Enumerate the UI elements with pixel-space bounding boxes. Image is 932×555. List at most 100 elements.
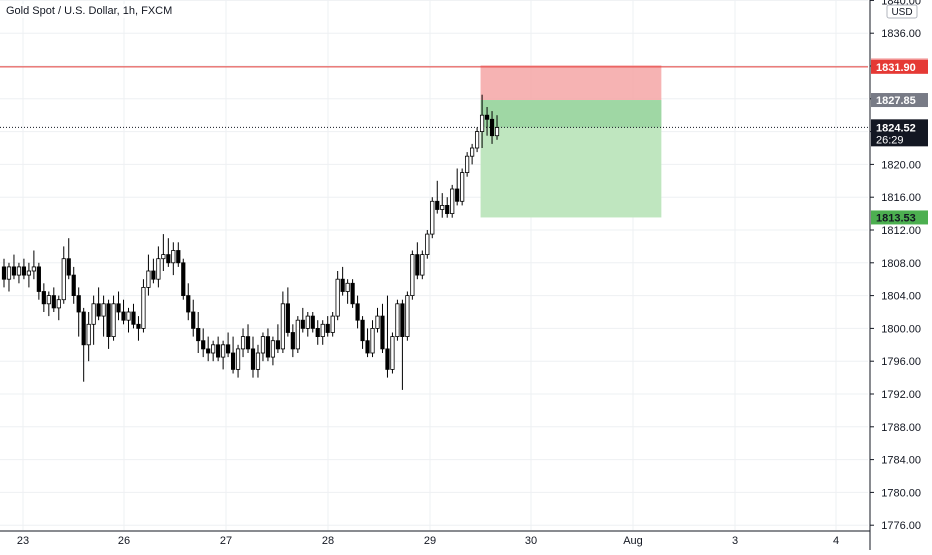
- x-tick-label: 30: [525, 535, 537, 547]
- candle-down: [206, 348, 211, 354]
- candle-up: [420, 254, 425, 276]
- candle-down: [380, 315, 385, 350]
- candle-down: [360, 319, 365, 342]
- target-price-label-bg: [871, 210, 928, 225]
- candle-up: [61, 258, 66, 301]
- candle-down: [285, 303, 290, 333]
- candle-down: [385, 348, 390, 370]
- candle-up: [255, 352, 261, 370]
- candle-down: [245, 336, 251, 350]
- candle-up: [211, 344, 216, 354]
- candle-up: [375, 315, 380, 329]
- candle-up: [111, 303, 116, 337]
- y-tick-label: 1836.00: [881, 28, 921, 40]
- candle-down: [21, 266, 27, 276]
- x-tick-label: 26: [118, 535, 130, 547]
- y-tick-label: 1804.00: [881, 291, 921, 303]
- candle-up: [430, 200, 435, 235]
- candle-up: [345, 282, 350, 292]
- candle-down: [96, 303, 101, 317]
- candle-up: [470, 147, 475, 157]
- y-tick-label: 1788.00: [881, 422, 921, 434]
- x-tick-label: 28: [322, 535, 334, 547]
- stop-price-label: 1831.90: [876, 62, 916, 74]
- currency-label: USD: [891, 7, 912, 18]
- candle-up: [370, 327, 375, 354]
- candle-up: [6, 266, 12, 280]
- candle-up: [221, 344, 226, 358]
- candle-down: [230, 352, 236, 370]
- candle-up: [235, 348, 241, 370]
- y-tick-label: 1820.00: [881, 159, 921, 171]
- candle-up: [390, 336, 395, 370]
- candle-down: [36, 266, 41, 292]
- y-tick-label: 1840.00: [881, 0, 921, 7]
- candle-down: [41, 291, 46, 305]
- target-price-label: 1813.53: [876, 212, 916, 224]
- candle-up: [479, 114, 485, 132]
- candle-down: [484, 114, 490, 120]
- candle-up: [460, 172, 465, 202]
- stop-loss-zone: [480, 65, 662, 101]
- candle-up: [86, 323, 91, 346]
- candle-up: [320, 323, 325, 337]
- candle-down: [225, 344, 231, 354]
- y-tick-label: 1792.00: [881, 389, 921, 401]
- current-price-bg: [871, 119, 928, 147]
- candle-up: [46, 295, 51, 305]
- y-tick-label: 1776.00: [881, 520, 921, 532]
- y-tick-label: 1816.00: [881, 192, 921, 204]
- candle-up: [465, 155, 470, 173]
- candle-down: [365, 340, 370, 354]
- open-profit-zone: [480, 100, 662, 128]
- candle-down: [151, 270, 156, 280]
- candle-up: [161, 254, 166, 260]
- candle-down: [300, 319, 305, 329]
- candle-up: [494, 127, 500, 137]
- candle-down: [131, 311, 136, 325]
- candle-up: [450, 188, 455, 215]
- x-tick-label: 4: [833, 535, 839, 547]
- candle-down: [71, 274, 76, 297]
- y-tick-label: 1800.00: [881, 323, 921, 335]
- x-tick-label: 27: [220, 535, 232, 547]
- candle-down: [315, 327, 320, 337]
- candle-down: [489, 118, 495, 137]
- candle-up: [410, 254, 415, 297]
- candle-down: [1, 266, 7, 280]
- candle-up: [156, 258, 161, 280]
- candle-down: [106, 303, 111, 337]
- candle-down: [191, 311, 196, 329]
- candle-down: [250, 348, 256, 370]
- candle-down: [400, 303, 405, 337]
- candle-down: [181, 262, 186, 296]
- candle-up: [440, 204, 445, 210]
- candle-up: [305, 315, 310, 329]
- y-tick-label: 1812.00: [881, 225, 921, 237]
- candle-up: [425, 233, 430, 256]
- y-tick-label: 1780.00: [881, 487, 921, 499]
- candle-up: [101, 303, 106, 317]
- candle-down: [166, 254, 171, 264]
- candle-down: [121, 311, 126, 321]
- y-tick-label: 1808.00: [881, 258, 921, 270]
- candle-down: [445, 204, 450, 214]
- candle-up: [146, 270, 151, 288]
- x-tick-label: Aug: [623, 535, 643, 547]
- candle-up: [295, 319, 300, 350]
- candle-down: [325, 323, 330, 333]
- candle-down: [340, 278, 345, 292]
- candle-down: [455, 188, 460, 202]
- candle-down: [265, 336, 271, 358]
- candle-down: [201, 340, 206, 350]
- currency-badge: [886, 4, 918, 19]
- candle-up: [141, 286, 146, 329]
- chart-title: Gold Spot / U.S. Dollar, 1h, FXCM: [4, 4, 175, 18]
- candle-down: [66, 258, 71, 276]
- candle-down: [116, 303, 121, 313]
- candle-down: [176, 250, 181, 264]
- candle-down: [196, 327, 201, 342]
- x-tick-label: 3: [732, 535, 738, 547]
- candle-up: [56, 299, 61, 309]
